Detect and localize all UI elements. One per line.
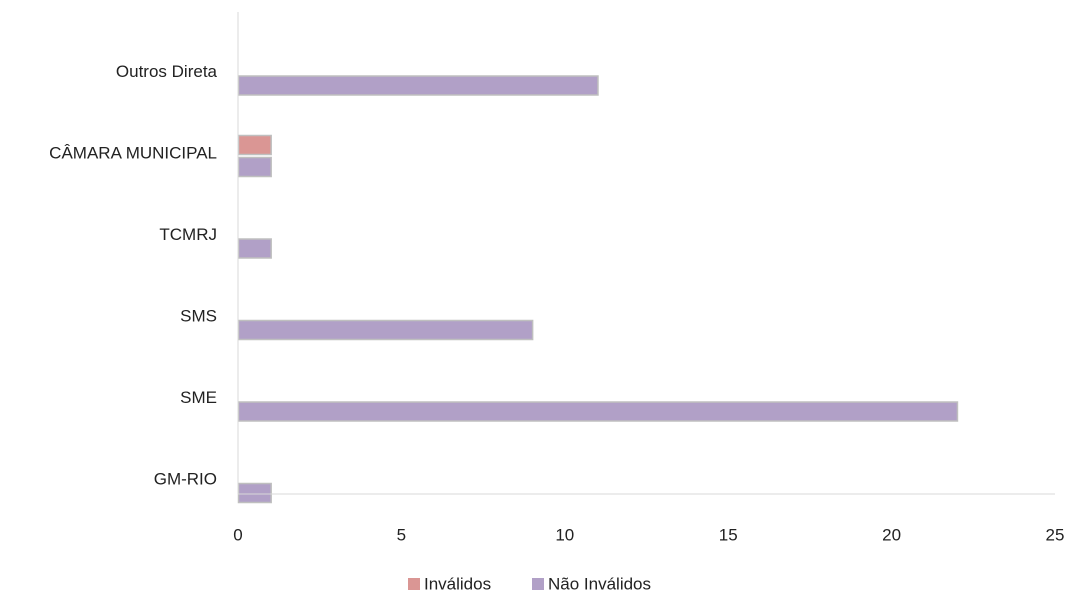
- bars-group: [237, 75, 959, 504]
- category-label-c-mara-municipal: CÂMARA MUNICIPAL: [49, 143, 217, 162]
- bar-nao-invalidos-outros-direta: [237, 75, 599, 96]
- bar-nao-invalidos-c-mara-municipal: [237, 156, 272, 178]
- bar-nao-invalidos-sms: [237, 319, 534, 341]
- bar-nao-invalidos-gm-rio: [237, 482, 272, 504]
- x-tick-labels: 0 5 10 15 20 25: [233, 525, 1064, 544]
- legend-swatch-nao-invalidos: [532, 578, 544, 590]
- category-label-tcmrj: TCMRJ: [159, 225, 217, 244]
- legend-swatch-invalidos: [408, 578, 420, 590]
- category-label-gm-rio: GM-RIO: [154, 469, 217, 488]
- x-tick-label-10: 10: [555, 525, 574, 544]
- x-tick-label-5: 5: [397, 525, 406, 544]
- x-tick-label-20: 20: [882, 525, 901, 544]
- bar-nao-invalidos-tcmrj: [237, 238, 272, 259]
- x-tick-label-25: 25: [1046, 525, 1065, 544]
- category-label-sms: SMS: [180, 306, 217, 325]
- category-labels: Outros Direta CÂMARA MUNICIPAL TCMRJ SMS SME…: [49, 62, 217, 489]
- bar-invalidos-c-mara-municipal: [237, 134, 272, 156]
- bar-nao-invalidos-sme: [237, 401, 959, 422]
- legend: Inválidos Não Inválidos: [408, 574, 651, 593]
- category-label-sme: SME: [180, 388, 217, 407]
- category-label-outros-direta: Outros Direta: [116, 62, 218, 81]
- legend-label-invalidos: Inválidos: [424, 574, 491, 593]
- legend-label-nao-invalidos: Não Inválidos: [548, 574, 651, 593]
- x-tick-label-15: 15: [719, 525, 738, 544]
- x-tick-label-0: 0: [233, 525, 242, 544]
